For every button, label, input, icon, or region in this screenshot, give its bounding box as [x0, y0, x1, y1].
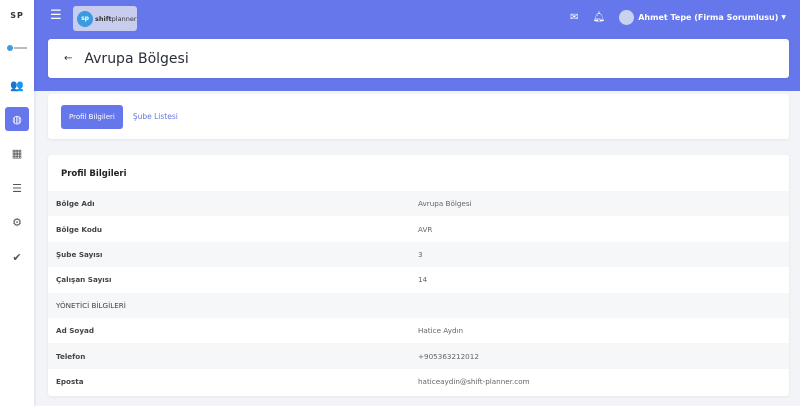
- logo-badge: sp: [77, 10, 93, 27]
- profile-card: Profil Bilgileri Bölge Adı Avrupa Bölgesi…: [48, 155, 789, 396]
- calendar-icon[interactable]: ▦: [11, 146, 23, 160]
- section-subheading: YÖNETİCİ BİLGİLERİ: [56, 300, 126, 310]
- gear-icon[interactable]: ⚙: [12, 215, 22, 229]
- sidebar: SP 👥 ◍ ▦ ☰ ⚙ ✔: [0, 0, 34, 406]
- table-row: Bölge Kodu AVR: [48, 216, 789, 241]
- row-label: Bölge Kodu: [56, 224, 103, 234]
- mini-logo: [7, 45, 27, 51]
- users-icon[interactable]: 👥: [10, 78, 24, 92]
- row-value: +905363212012: [418, 351, 479, 361]
- logo-bold: shift: [95, 14, 112, 23]
- logo[interactable]: sp shiftplanner: [73, 6, 137, 31]
- row-label: Çalışan Sayısı: [56, 275, 112, 285]
- globe-icon[interactable]: ◍: [5, 107, 29, 131]
- row-value: 14: [418, 275, 428, 285]
- avatar[interactable]: [619, 10, 635, 25]
- table-row: Telefon +905363212012: [48, 343, 789, 369]
- row-label: Bölge Adı: [56, 199, 95, 209]
- row-value: Hatice Aydın: [418, 326, 464, 336]
- chevron-down-icon[interactable]: ▼: [781, 14, 786, 21]
- table-row: Ad Soyad Hatice Aydın: [48, 318, 789, 343]
- tab-sube-listesi[interactable]: Şube Listesi: [132, 112, 178, 121]
- user-menu[interactable]: Ahmet Tepe (Firma Sorumlusu): [638, 13, 779, 22]
- row-label: Telefon: [56, 351, 86, 361]
- table-row: Şube Sayısı 3: [48, 241, 789, 268]
- row-value: Avrupa Bölgesi: [418, 199, 472, 209]
- row-label: Ad Soyad: [56, 326, 95, 336]
- tab-profil-bilgileri[interactable]: Profil Bilgileri: [61, 104, 123, 129]
- back-arrow-icon[interactable]: ←: [64, 53, 73, 64]
- page-title: Avrupa Bölgesi: [84, 50, 189, 67]
- logo-rest: planner: [111, 14, 137, 23]
- row-label: Şube Sayısı: [56, 249, 103, 259]
- table-row: Bölge Adı Avrupa Bölgesi: [48, 191, 789, 217]
- table-row: Eposta haticeaydin@shift-planner.com: [48, 369, 789, 394]
- list-icon[interactable]: ☰: [12, 181, 22, 195]
- table-row: Çalışan Sayısı 14: [48, 267, 789, 292]
- clipboard-check-icon[interactable]: ✔: [12, 250, 22, 264]
- table-row: YÖNETİCİ BİLGİLERİ: [48, 292, 789, 318]
- bell-icon[interactable]: 🔔︎: [592, 12, 606, 23]
- tabs: Profil Bilgileri Şube Listesi: [48, 94, 789, 139]
- section-title: Profil Bilgileri: [61, 169, 127, 179]
- row-label: Eposta: [56, 376, 84, 386]
- row-value: 3: [418, 249, 423, 259]
- row-value: haticeaydin@shift-planner.com: [418, 376, 530, 386]
- brand-initials: SP: [10, 11, 24, 20]
- menu-icon[interactable]: ☰: [50, 8, 62, 23]
- page-header: ← Avrupa Bölgesi: [48, 39, 789, 78]
- mail-icon[interactable]: ✉: [570, 12, 579, 23]
- row-value: AVR: [418, 224, 433, 234]
